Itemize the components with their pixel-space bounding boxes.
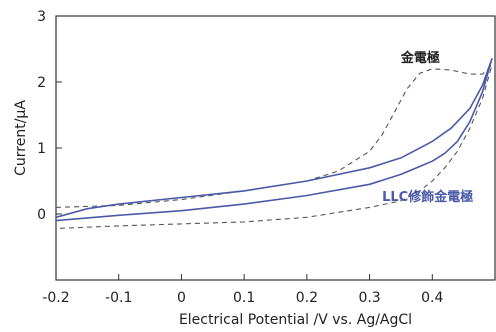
y-axis-ticks: 0 1 2 3 [37,9,62,223]
x-tick-label: -0.1 [105,290,132,306]
y-axis-title: Current/μA [13,100,29,176]
x-tick-label: 0.3 [358,290,380,306]
y-tick-label: 0 [37,207,46,223]
x-axis-title: Electrical Potential /V vs. Ag/AgCl [179,312,412,328]
x-tick-label: 0.1 [233,290,255,306]
y-tick-label: 2 [37,75,46,91]
x-tick-label: -0.2 [42,290,69,306]
y-tick-label: 1 [37,141,46,157]
series-layer [56,58,493,230]
x-tick-label: 0.2 [296,290,318,306]
series-line-2 [56,58,493,222]
x-tick-label: 0 [177,290,186,306]
x-tick-label: 0.4 [421,290,443,306]
x-axis-ticks: -0.2 -0.1 0 0.1 0.2 0.3 0.4 [42,274,444,306]
y-tick-label: 3 [37,9,46,25]
annotation-label-1: 金電極 [400,50,440,66]
annotation-label-2: LLC修飾金電極 [382,189,473,205]
annotations: 金電極 LLC修飾金電極 [382,50,473,205]
series-line-1 [56,64,493,230]
